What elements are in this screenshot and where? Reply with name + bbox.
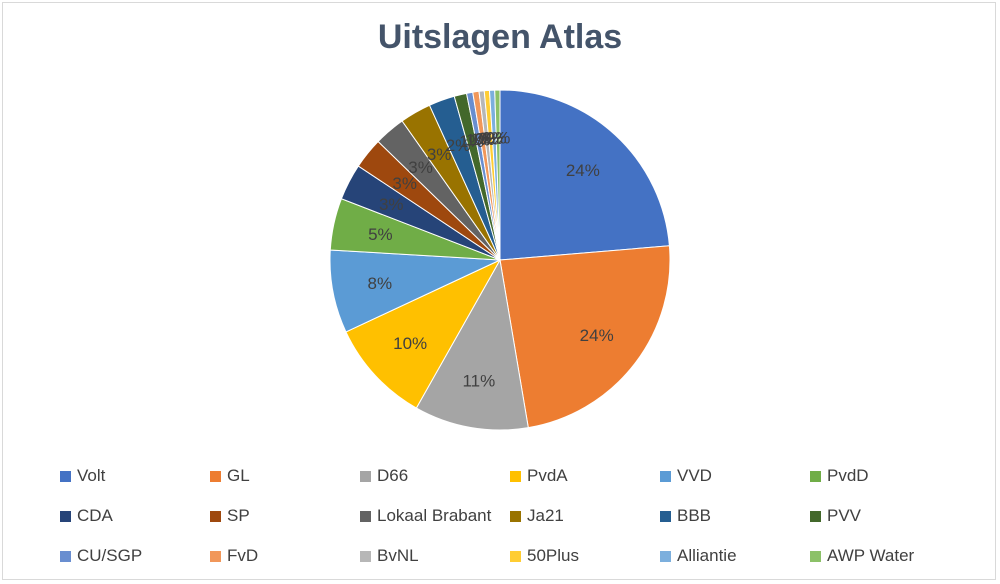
pie-slice-gl [499, 245, 671, 429]
data-label-sp: 3% [392, 174, 417, 193]
legend-item: SP [210, 502, 360, 530]
legend-item: GL [210, 462, 360, 490]
data-label-awp-water: 0% [486, 129, 511, 148]
legend-label: GL [227, 466, 250, 485]
legend-swatch [510, 550, 521, 562]
legend-item: PVV [810, 502, 960, 530]
data-label-cda: 3% [379, 195, 404, 214]
legend-swatch [210, 470, 221, 482]
data-label-pvdd: 5% [368, 225, 393, 244]
data-label-pvv: 1% [459, 132, 484, 151]
data-label-alliantie: 0% [482, 129, 507, 148]
legend-item: Volt [60, 462, 210, 490]
legend-item: Ja21 [510, 502, 660, 530]
legend-item: Lokaal Brabant [360, 502, 510, 530]
legend-swatch [810, 550, 821, 562]
legend-label: PvdA [527, 466, 568, 485]
legend-swatch [210, 510, 221, 522]
legend-label: BBB [677, 506, 712, 525]
legend-label: PVV [827, 506, 862, 525]
legend-label: CU/SGP [77, 546, 143, 565]
legend-swatch [510, 470, 521, 482]
pie-slice-awp-water [494, 89, 501, 261]
data-label-50plus: 0% [478, 129, 503, 148]
legend-item: VVD [660, 462, 810, 490]
legend-label: PvdD [827, 466, 869, 485]
legend-swatch [360, 550, 371, 562]
legend-swatch [810, 470, 821, 482]
data-label-lokaal-brabant: 3% [408, 158, 433, 177]
legend-label: Volt [77, 466, 106, 485]
data-label-fvd: 1% [470, 130, 495, 149]
legend-swatch [660, 550, 671, 562]
legend-swatch [810, 510, 821, 522]
legend-swatch [660, 510, 671, 522]
legend-item: CU/SGP [60, 542, 210, 570]
legend-swatch [510, 510, 521, 522]
legend-label: SP [227, 506, 250, 525]
legend-item: PvdD [810, 462, 960, 490]
pie-data-labels: 24%24%11%10%8%5%3%3%3%3%2%1%1%1%0%0%0%0% [367, 129, 613, 391]
legend-item: AWP Water [810, 542, 960, 570]
data-label-gl: 24% [580, 326, 614, 345]
legend-label: Ja21 [527, 506, 564, 525]
data-label-d66: 11% [462, 372, 495, 391]
legend-label: BvNL [377, 546, 419, 565]
pie-slice-volt [499, 89, 670, 261]
chart-title: Uitslagen Atlas [377, 18, 623, 56]
data-label-ja21: 3% [427, 145, 452, 164]
legend-item: Alliantie [660, 542, 810, 570]
legend-item: CDA [60, 502, 210, 530]
pie-slices [329, 89, 671, 431]
legend-label: 50Plus [527, 546, 579, 565]
data-label-pvda: 10% [393, 334, 427, 353]
data-label-cu-sgp: 1% [466, 131, 491, 150]
legend-label: FvD [227, 546, 259, 565]
legend-label: D66 [377, 466, 409, 485]
data-label-bbb: 2% [446, 136, 471, 155]
legend-swatch [60, 510, 71, 522]
legend-item: D66 [360, 462, 510, 490]
legend-label: AWP Water [827, 546, 915, 565]
pie-slice-d66 [415, 258, 529, 431]
legend-swatch [360, 470, 371, 482]
data-label-volt: 24% [566, 161, 600, 180]
legend-swatch [60, 470, 71, 482]
legend-swatch [210, 550, 221, 562]
legend-label: Lokaal Brabant [377, 506, 492, 525]
legend-item: BvNL [360, 542, 510, 570]
data-label-bvnl: 0% [474, 129, 499, 148]
legend-swatch [660, 470, 671, 482]
legend-item: BBB [660, 502, 810, 530]
legend-label: CDA [77, 506, 113, 525]
legend-item: 50Plus [510, 542, 660, 570]
pie-slice-pvda [345, 258, 502, 409]
legend-swatch [60, 550, 71, 562]
legend-item: PvdA [510, 462, 660, 490]
legend-item: FvD [210, 542, 360, 570]
legend-label: VVD [677, 466, 712, 485]
chart-legend: Volt GL D66 PvdA VVD PvdD CDA SP Lokaal Brabant J… [60, 462, 960, 570]
data-label-vvd: 8% [367, 274, 392, 293]
legend-label: Alliantie [677, 546, 737, 565]
legend-swatch [360, 510, 371, 522]
